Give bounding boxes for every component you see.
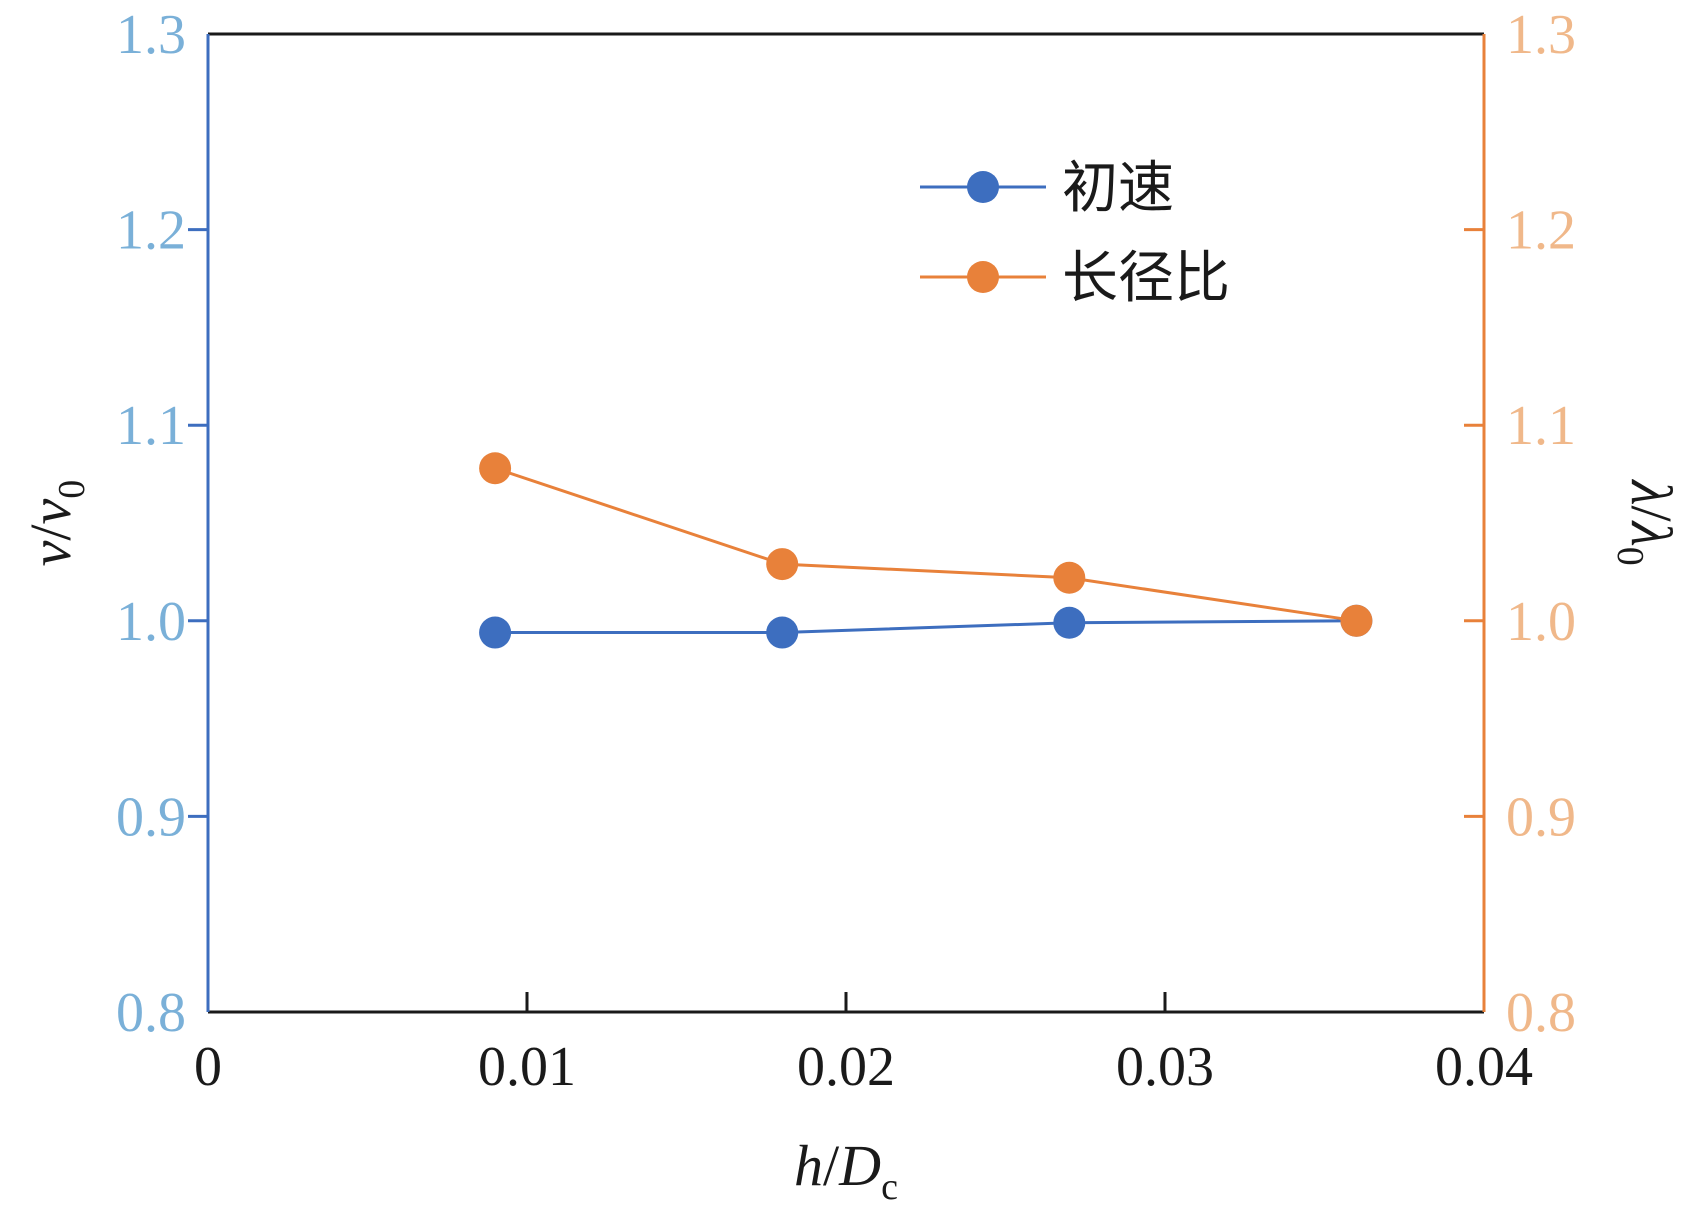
left-axis-label-slash: / bbox=[18, 524, 83, 541]
series-point-1 bbox=[766, 548, 799, 581]
legend-label-initial-velocity: 初速 bbox=[1062, 156, 1174, 221]
right-tick-label: 0.8 bbox=[1506, 982, 1576, 1044]
right-tick-label: 1.2 bbox=[1506, 200, 1576, 262]
x-axis-label: h/Dc bbox=[794, 1133, 898, 1208]
right-tick-label: 1.0 bbox=[1506, 591, 1576, 653]
legend-marker-initial-velocity bbox=[967, 171, 999, 203]
left-axis-label: v/v0 bbox=[18, 480, 93, 567]
right-tick-label: 1.3 bbox=[1506, 4, 1576, 66]
left-axis-ticks: 0.8 0.9 1.0 1.1 1.2 1.3 bbox=[116, 4, 208, 1044]
series-point-0 bbox=[479, 616, 512, 649]
left-tick-label: 0.9 bbox=[116, 786, 186, 848]
left-axis-label-var2: v bbox=[18, 498, 83, 524]
left-tick-label: 0.8 bbox=[116, 982, 186, 1044]
right-axis-ticks: 0.8 0.9 1.0 1.1 1.2 1.3 bbox=[1464, 4, 1576, 1044]
x-tick-label: 0.03 bbox=[1116, 1036, 1214, 1098]
series-point-0 bbox=[766, 616, 799, 649]
x-axis-label-slash: / bbox=[823, 1133, 840, 1198]
x-axis-label-var: h bbox=[794, 1133, 823, 1198]
x-tick-label: 0.01 bbox=[478, 1036, 576, 1098]
right-axis-label-sub: 0 bbox=[1609, 547, 1651, 566]
right-axis-label-slash: / bbox=[1619, 505, 1684, 522]
series-layer bbox=[479, 452, 1373, 649]
x-axis-ticks: 0 0.01 0.02 0.03 0.04 bbox=[194, 992, 1533, 1098]
series-point-1 bbox=[1340, 604, 1373, 637]
left-tick-label: 1.2 bbox=[116, 200, 186, 262]
left-axis-label-sub: 0 bbox=[51, 480, 93, 499]
x-tick-label: 0.02 bbox=[797, 1036, 895, 1098]
legend: 初速 长径比 bbox=[920, 156, 1230, 311]
right-axis-label: λ/λ0 bbox=[1609, 478, 1684, 565]
series-point-1 bbox=[479, 452, 512, 485]
legend-label-aspect-ratio: 长径比 bbox=[1062, 246, 1230, 311]
left-tick-label: 1.3 bbox=[116, 4, 186, 66]
x-tick-label: 0 bbox=[194, 1036, 222, 1098]
series-line-0 bbox=[495, 619, 1357, 635]
right-tick-label: 0.9 bbox=[1506, 786, 1576, 848]
legend-marker-aspect-ratio bbox=[967, 261, 999, 293]
series-point-0 bbox=[1053, 606, 1086, 639]
left-tick-label: 1.1 bbox=[116, 395, 186, 457]
series-line-1 bbox=[494, 466, 1357, 623]
x-tick-label: 0.04 bbox=[1435, 1036, 1533, 1098]
right-axis-label-var2: λ bbox=[1619, 520, 1684, 547]
left-tick-label: 1.0 bbox=[116, 591, 186, 653]
right-axis-label-var: λ bbox=[1619, 478, 1684, 505]
x-axis-label-var2: D bbox=[838, 1133, 881, 1198]
x-axis-label-sub: c bbox=[881, 1166, 898, 1208]
right-tick-label: 1.1 bbox=[1506, 395, 1576, 457]
left-axis-label-var: v bbox=[18, 540, 83, 566]
series-point-1 bbox=[1053, 561, 1086, 594]
